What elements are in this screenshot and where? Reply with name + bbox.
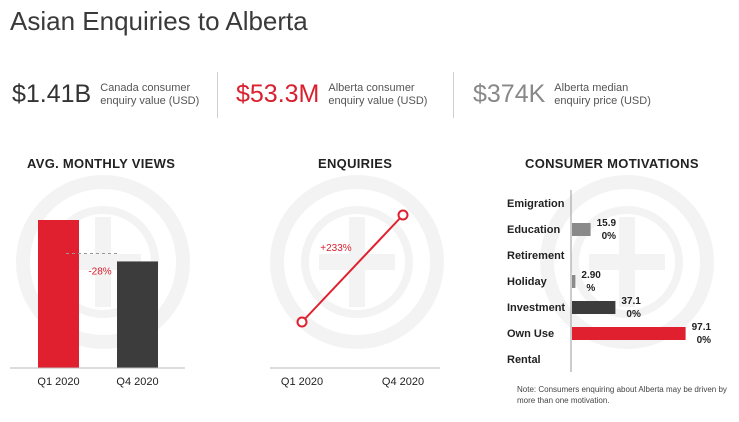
stat-canada-value: $1.41B Canada consumer enquiry value (USD…: [12, 80, 199, 109]
category-label: Emigration: [507, 198, 565, 210]
bar-own-use: [572, 327, 686, 340]
stat-median-price: $374K Alberta median enquiry price (USD): [473, 80, 651, 109]
logo-bar: [589, 254, 665, 270]
stat-label: Alberta median enquiry price (USD): [554, 81, 651, 107]
bar-2: [117, 261, 158, 368]
stat-alberta-value: $53.3M Alberta consumer enquiry value (US…: [236, 80, 427, 109]
bar-investment: [572, 301, 616, 314]
stat-value: $53.3M: [236, 80, 320, 108]
logo-bar: [95, 217, 111, 307]
logo-ring: [571, 206, 683, 318]
watermark-logo-icon: [540, 175, 714, 349]
data-point: [397, 209, 409, 221]
enquiries-chart: Q1 2020 Q4 2020 +233%: [270, 209, 440, 388]
value-label: 0%: [697, 335, 712, 346]
enquiries-chart-title: ENQUIRIES: [318, 156, 393, 171]
category-label: Education: [507, 224, 560, 236]
data-point: [296, 316, 308, 328]
value-label: 0%: [626, 309, 641, 320]
series-line: [301, 214, 404, 323]
logo-bar: [349, 217, 365, 307]
motivations-chart-title: CONSUMER MOTIVATIONS: [525, 156, 699, 171]
logo-bar: [619, 217, 635, 307]
divider: [217, 72, 218, 118]
bar-holiday: [572, 275, 576, 288]
logo-ring: [270, 175, 444, 349]
category-label: Rental: [507, 354, 541, 366]
value-label: 37.1: [621, 296, 641, 307]
logo-ring: [16, 175, 190, 349]
views-chart: Q1 2020 Q4 2020 -28%: [10, 220, 185, 388]
value-label: 15.9: [597, 218, 617, 229]
stat-value: $1.41B: [12, 80, 92, 108]
stat-label: Canada consumer enquiry value (USD): [100, 81, 200, 107]
value-label: %: [586, 283, 595, 294]
views-chart-title: AVG. MONTHLY VIEWS: [27, 156, 176, 171]
change-annotation: +233%: [320, 243, 352, 254]
footnote: Note: Consumers enquiring about Alberta …: [517, 385, 727, 405]
value-label: 2.90: [581, 270, 601, 281]
motivations-chart: Emigration Education 15.9 0% Retirement Holid…: [507, 190, 712, 372]
category-label: Holiday: [507, 276, 548, 288]
category-label: Own Use: [507, 328, 554, 340]
stat-label: Alberta consumer enquiry value (USD): [328, 81, 428, 107]
bar-education: [572, 223, 591, 236]
category-label: Investment: [507, 302, 565, 314]
x-tick-label: Q1 2020: [37, 376, 79, 388]
bar-1: [38, 220, 79, 368]
change-annotation: -28%: [88, 266, 111, 277]
page-title: Asian Enquiries to Alberta: [10, 6, 308, 36]
divider: [453, 72, 454, 118]
category-label: Retirement: [507, 250, 565, 262]
x-tick-label: Q1 2020: [281, 376, 323, 388]
logo-bar: [319, 254, 395, 270]
value-label: 0%: [602, 231, 617, 242]
x-tick-label: Q4 2020: [382, 376, 424, 388]
logo-ring: [301, 206, 413, 318]
watermark-logo-icon: [270, 175, 444, 349]
x-tick-label: Q4 2020: [116, 376, 158, 388]
stat-value: $374K: [473, 80, 546, 108]
logo-ring: [540, 175, 714, 349]
value-label: 97.1: [692, 322, 712, 333]
